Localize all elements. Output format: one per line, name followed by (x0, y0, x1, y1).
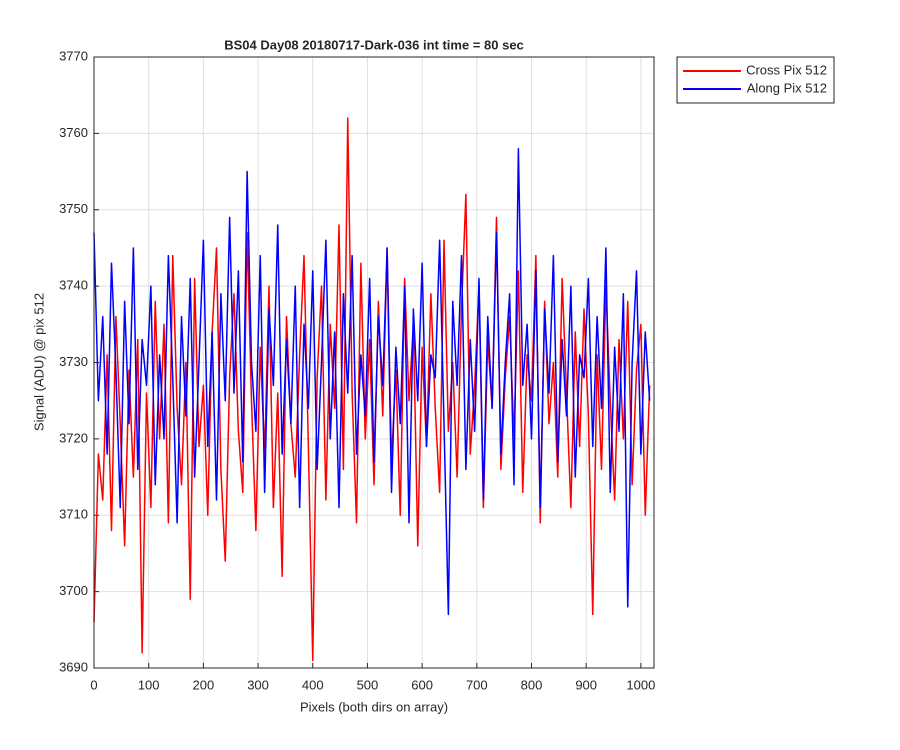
x-tick-label: 200 (193, 677, 215, 692)
y-tick-label: 3700 (59, 583, 88, 598)
x-tick-label: 900 (575, 677, 597, 692)
y-axis-label: Signal (ADU) @ pix 512 (31, 293, 46, 431)
y-tick-label: 3750 (59, 201, 88, 216)
legend: Cross Pix 512 Along Pix 512 (676, 56, 835, 104)
y-tick-label: 3730 (59, 354, 88, 369)
x-axis-label: Pixels (both dirs on array) (300, 699, 448, 714)
plot-frame (93, 56, 655, 669)
y-tick-label: 3690 (59, 659, 88, 674)
x-tick-label: 800 (521, 677, 543, 692)
x-tick-label: 500 (357, 677, 379, 692)
legend-box (676, 56, 835, 104)
x-tick-label: 700 (466, 677, 488, 692)
y-tick-label: 3720 (59, 430, 88, 445)
x-tick-label: 100 (138, 677, 160, 692)
x-tick-label: 400 (302, 677, 324, 692)
y-tick-label: 3770 (59, 48, 88, 63)
y-tick-label: 3710 (59, 507, 88, 522)
y-tick-label: 3740 (59, 278, 88, 293)
data-line (93, 147, 651, 616)
x-tick-label: 300 (247, 677, 269, 692)
x-tick-label: 600 (411, 677, 433, 692)
legend-label: Cross Pix 512 (746, 62, 827, 77)
x-tick-label: 0 (90, 677, 97, 692)
y-tick-label: 3760 (59, 125, 88, 140)
legend-label: Along Pix 512 (747, 80, 827, 95)
chart-title: BS04 Day08 20180717-Dark-036 int time = … (224, 37, 524, 52)
x-tick-label: 1000 (626, 677, 655, 692)
